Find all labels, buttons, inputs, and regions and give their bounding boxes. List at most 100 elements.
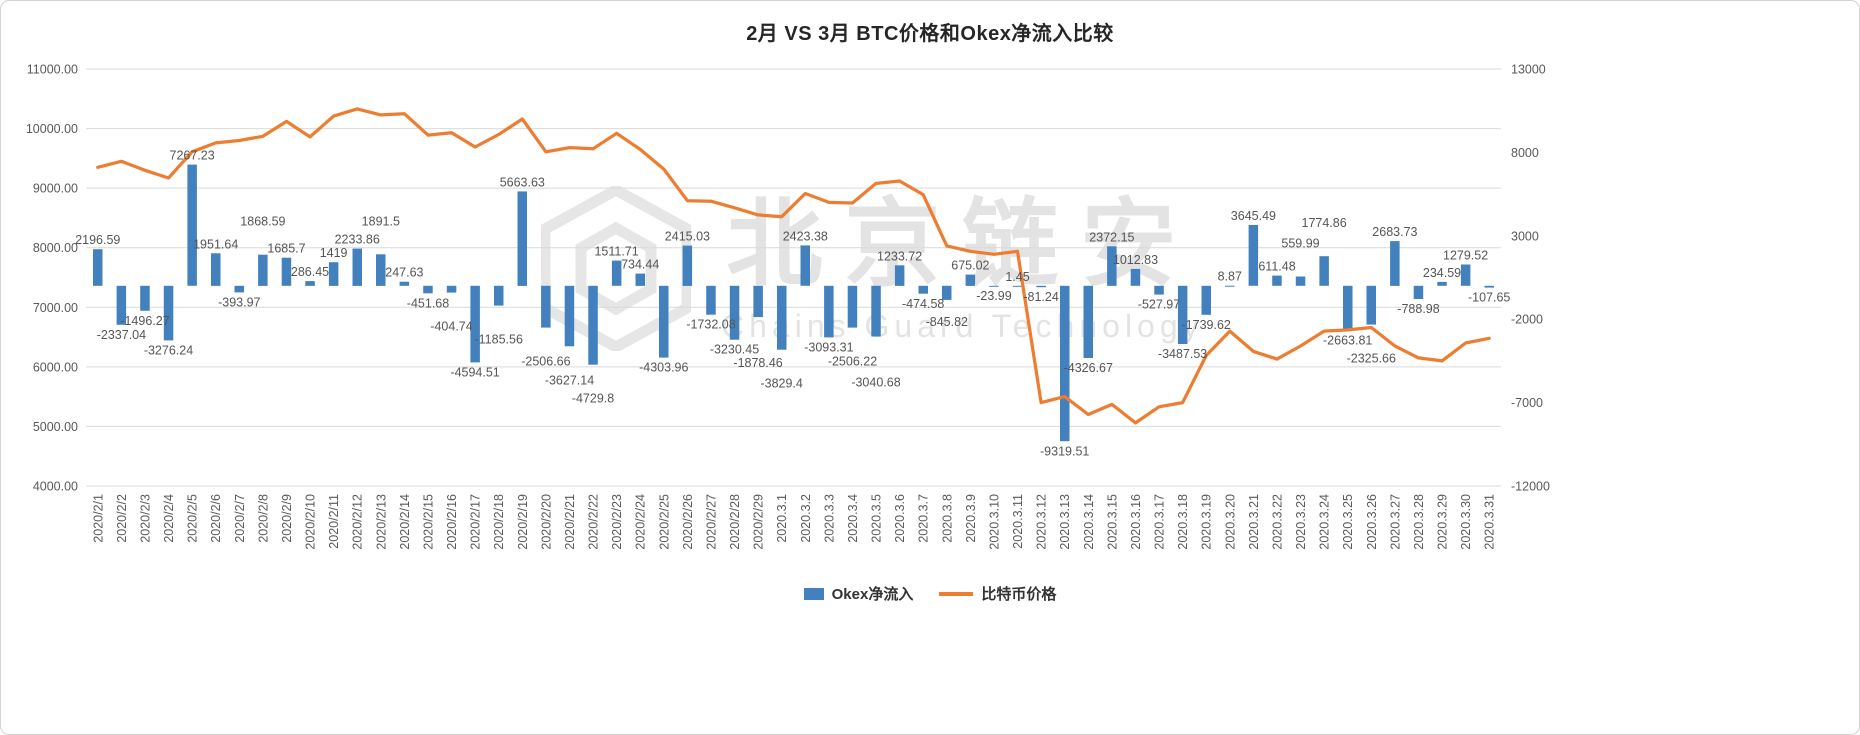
svg-text:2020.3.7: 2020.3.7 xyxy=(917,494,931,543)
legend-bar-swatch xyxy=(803,587,824,600)
svg-text:-788.98: -788.98 xyxy=(1397,302,1439,316)
svg-text:-3093.31: -3093.31 xyxy=(804,340,853,354)
svg-text:2020/2/19: 2020/2/19 xyxy=(516,494,530,550)
svg-text:2020.3.2: 2020.3.2 xyxy=(799,494,813,543)
svg-text:2020/2/24: 2020/2/24 xyxy=(634,494,648,550)
svg-text:-1185.56: -1185.56 xyxy=(474,333,522,347)
svg-text:1685.7: 1685.7 xyxy=(267,242,305,256)
svg-text:8000.00: 8000.00 xyxy=(33,241,78,255)
legend-label-okex-netflow: Okex净流入 xyxy=(831,586,914,603)
legend-label-btc-price: 比特币价格 xyxy=(981,586,1057,603)
svg-text:6000.00: 6000.00 xyxy=(33,360,78,374)
svg-text:2020/2/2: 2020/2/2 xyxy=(115,494,129,543)
svg-text:559.99: 559.99 xyxy=(1281,237,1319,251)
svg-text:2020/2/16: 2020/2/16 xyxy=(445,494,459,550)
svg-text:9000.00: 9000.00 xyxy=(33,182,78,196)
svg-text:2020/2/3: 2020/2/3 xyxy=(139,494,153,543)
svg-text:2020.3.15: 2020.3.15 xyxy=(1105,494,1119,550)
chart-title: 2月 VS 3月 BTC价格和Okex净流入比较 xyxy=(746,23,1114,45)
svg-text:5663.63: 5663.63 xyxy=(500,175,545,189)
svg-text:2233.86: 2233.86 xyxy=(335,233,380,247)
svg-text:734.44: 734.44 xyxy=(621,258,659,272)
svg-text:2020.3.18: 2020.3.18 xyxy=(1176,494,1190,550)
legend-item-okex-netflow: Okex净流入 xyxy=(803,583,914,604)
svg-text:-2000: -2000 xyxy=(1511,313,1543,327)
svg-text:2020/2/17: 2020/2/17 xyxy=(469,494,483,550)
svg-text:-4729.8: -4729.8 xyxy=(572,392,614,406)
svg-text:2020.3.24: 2020.3.24 xyxy=(1318,494,1332,550)
svg-text:2020/2/14: 2020/2/14 xyxy=(398,494,412,550)
svg-text:2020.3.9: 2020.3.9 xyxy=(964,494,978,543)
svg-text:2020/2/15: 2020/2/15 xyxy=(422,494,436,550)
svg-text:2020/2/9: 2020/2/9 xyxy=(280,494,294,543)
svg-text:-3829.4: -3829.4 xyxy=(760,377,802,391)
svg-text:2020/2/7: 2020/2/7 xyxy=(233,494,247,543)
svg-text:3645.49: 3645.49 xyxy=(1231,209,1276,223)
svg-text:2020.3.1: 2020.3.1 xyxy=(775,494,789,543)
svg-text:-1732.08: -1732.08 xyxy=(686,318,735,332)
svg-text:-4326.67: -4326.67 xyxy=(1064,361,1113,375)
svg-text:1951.64: 1951.64 xyxy=(193,237,238,251)
svg-text:2020/2/12: 2020/2/12 xyxy=(351,494,365,550)
legend-line-swatch xyxy=(939,591,974,596)
svg-text:2020/2/23: 2020/2/23 xyxy=(610,494,624,550)
svg-text:1.45: 1.45 xyxy=(1005,270,1029,284)
svg-text:2020.3.6: 2020.3.6 xyxy=(893,494,907,543)
svg-text:2020/2/22: 2020/2/22 xyxy=(587,494,601,550)
svg-text:-3487.53: -3487.53 xyxy=(1158,347,1207,361)
svg-text:-3627.14: -3627.14 xyxy=(545,373,594,387)
svg-text:2423.38: 2423.38 xyxy=(783,229,828,243)
svg-text:13000: 13000 xyxy=(1511,63,1546,77)
svg-text:2020/2/1: 2020/2/1 xyxy=(91,494,105,543)
svg-text:2020.3.14: 2020.3.14 xyxy=(1082,494,1096,550)
svg-text:7267.23: 7267.23 xyxy=(170,149,215,163)
svg-text:2020.3.8: 2020.3.8 xyxy=(940,494,954,543)
svg-text:2020/2/5: 2020/2/5 xyxy=(186,494,200,543)
svg-text:2372.15: 2372.15 xyxy=(1089,230,1134,244)
svg-text:-2506.66: -2506.66 xyxy=(521,355,570,369)
svg-text:2020.3.13: 2020.3.13 xyxy=(1058,494,1072,550)
svg-text:1233.72: 1233.72 xyxy=(877,249,922,263)
svg-text:2020.3.29: 2020.3.29 xyxy=(1436,494,1450,550)
svg-text:2020.3.20: 2020.3.20 xyxy=(1223,494,1237,550)
svg-text:2020.3.22: 2020.3.22 xyxy=(1271,494,1285,550)
svg-text:2020.3.28: 2020.3.28 xyxy=(1412,494,1426,550)
svg-text:2020.3.19: 2020.3.19 xyxy=(1200,494,1214,550)
svg-text:2020/2/21: 2020/2/21 xyxy=(563,494,577,550)
svg-text:-1878.46: -1878.46 xyxy=(733,356,782,370)
svg-text:-107.65: -107.65 xyxy=(1468,291,1510,305)
svg-text:2020.3.10: 2020.3.10 xyxy=(988,494,1002,550)
svg-text:-845.82: -845.82 xyxy=(926,315,968,329)
svg-text:-2663.81: -2663.81 xyxy=(1323,333,1372,347)
svg-text:234.59: 234.59 xyxy=(1423,266,1461,280)
svg-text:-4303.96: -4303.96 xyxy=(639,361,688,375)
svg-text:2683.73: 2683.73 xyxy=(1372,225,1417,239)
svg-text:-9319.51: -9319.51 xyxy=(1040,444,1089,458)
svg-text:7000.00: 7000.00 xyxy=(33,301,78,315)
svg-text:1012.83: 1012.83 xyxy=(1113,253,1158,267)
svg-text:2020/2/29: 2020/2/29 xyxy=(752,494,766,550)
svg-text:1891.5: 1891.5 xyxy=(362,214,400,228)
svg-text:-7000: -7000 xyxy=(1511,396,1543,410)
svg-text:2020/2/11: 2020/2/11 xyxy=(327,494,341,549)
svg-text:2415.03: 2415.03 xyxy=(665,230,710,244)
legend-item-btc-price: 比特币价格 xyxy=(939,583,1056,604)
svg-text:-1496.27: -1496.27 xyxy=(120,314,169,328)
svg-text:2020.3.17: 2020.3.17 xyxy=(1153,494,1167,550)
svg-text:286.45: 286.45 xyxy=(291,265,329,279)
svg-text:-81.24: -81.24 xyxy=(1023,290,1058,304)
svg-text:2020.3.21: 2020.3.21 xyxy=(1247,494,1261,550)
svg-text:-404.74: -404.74 xyxy=(430,320,472,334)
svg-text:2020/2/28: 2020/2/28 xyxy=(728,494,742,550)
svg-text:-3276.24: -3276.24 xyxy=(144,344,193,358)
svg-text:2020.3.23: 2020.3.23 xyxy=(1294,494,1308,550)
svg-text:-12000: -12000 xyxy=(1511,480,1550,494)
legend: Okex净流入 比特币价格 xyxy=(1,583,1859,604)
svg-text:2020.3.5: 2020.3.5 xyxy=(870,494,884,543)
svg-text:2020.3.12: 2020.3.12 xyxy=(1035,494,1049,550)
svg-text:2020/2/26: 2020/2/26 xyxy=(681,494,695,550)
svg-text:2196.59: 2196.59 xyxy=(75,233,120,247)
svg-text:5000.00: 5000.00 xyxy=(33,420,78,434)
svg-text:2020.3.4: 2020.3.4 xyxy=(846,494,860,543)
